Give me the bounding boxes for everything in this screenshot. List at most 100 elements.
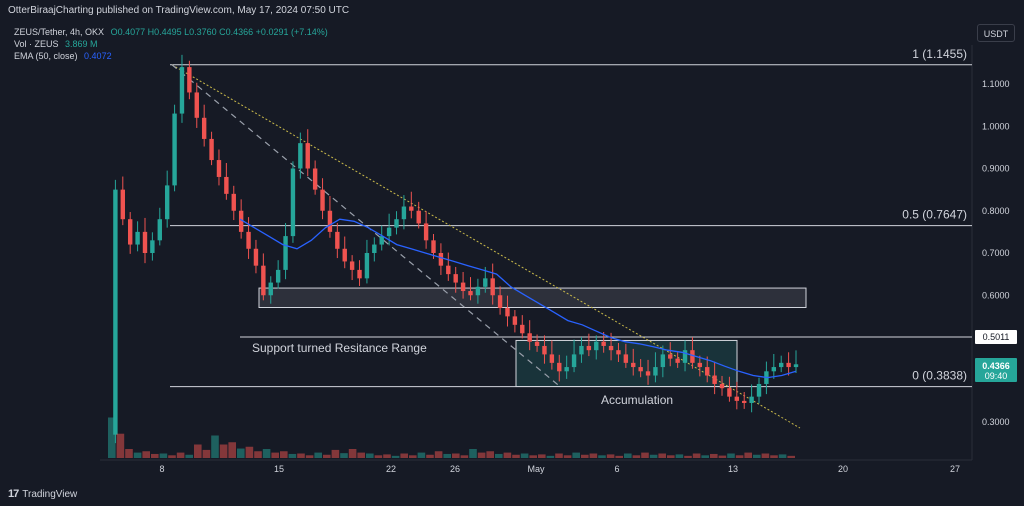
candle-body[interactable] — [549, 354, 555, 363]
candle-body[interactable] — [349, 261, 355, 270]
candle-body[interactable] — [423, 223, 429, 241]
candle-body[interactable] — [623, 354, 629, 363]
candle-body[interactable] — [497, 295, 503, 308]
candle-body[interactable] — [475, 286, 481, 296]
candle-body[interactable] — [534, 341, 540, 346]
candle-body[interactable] — [779, 362, 784, 368]
candle-body[interactable] — [564, 367, 569, 372]
candle-body[interactable] — [645, 371, 651, 376]
candle-body[interactable] — [194, 92, 199, 118]
candle-body[interactable] — [342, 248, 347, 262]
candle-body[interactable] — [379, 236, 384, 245]
candle-body[interactable] — [283, 236, 288, 270]
candle-body[interactable] — [187, 67, 192, 93]
dotted-trendline[interactable] — [171, 64, 801, 429]
candle-body[interactable] — [364, 253, 370, 279]
candle-body[interactable] — [327, 210, 333, 232]
candle-body[interactable] — [734, 396, 740, 401]
candle-body[interactable] — [793, 364, 799, 368]
candle-body[interactable] — [638, 367, 643, 372]
accumulation-zone[interactable] — [515, 339, 738, 388]
candle-body[interactable] — [127, 219, 133, 245]
candle-body[interactable] — [468, 291, 473, 296]
candle-body[interactable] — [268, 282, 273, 296]
candle-body[interactable] — [653, 367, 658, 376]
candle-body[interactable] — [113, 189, 118, 435]
candle-body[interactable] — [601, 341, 606, 346]
candle-body[interactable] — [275, 269, 281, 283]
candle-body[interactable] — [231, 193, 236, 211]
tradingview-logo-icon[interactable]: 17 — [8, 488, 19, 500]
resistance-zone[interactable] — [258, 287, 807, 309]
candle-body[interactable] — [172, 113, 177, 186]
candle-body[interactable] — [209, 138, 214, 161]
candle-body[interactable] — [771, 367, 777, 372]
candle-body[interactable] — [460, 282, 466, 292]
candle-body[interactable] — [290, 168, 296, 237]
candle-body[interactable] — [179, 67, 185, 114]
ema-label[interactable]: EMA (50, close) — [14, 51, 78, 61]
candle-body[interactable] — [238, 210, 244, 232]
candle-body[interactable] — [357, 269, 362, 279]
candle-body[interactable] — [216, 160, 222, 177]
candle-body[interactable] — [668, 354, 673, 359]
candle-body[interactable] — [682, 350, 688, 363]
candle-body[interactable] — [616, 350, 621, 355]
candle-body[interactable] — [438, 253, 444, 266]
symbol-label[interactable]: ZEUS/Tether, 4h, OKX — [14, 27, 105, 37]
candle-body[interactable] — [520, 324, 525, 334]
candle-body[interactable] — [786, 362, 791, 368]
candle-body[interactable] — [712, 375, 717, 384]
candle-body[interactable] — [416, 210, 421, 224]
currency-button[interactable]: USDT — [977, 24, 1015, 42]
candle-body[interactable] — [660, 354, 666, 368]
candle-body[interactable] — [505, 307, 510, 317]
candle-body[interactable] — [253, 248, 259, 266]
candle-body[interactable] — [675, 358, 680, 363]
candle-body[interactable] — [201, 117, 207, 139]
candle-body[interactable] — [150, 240, 155, 253]
candle-body[interactable] — [571, 354, 577, 368]
dashed-trendline[interactable] — [171, 64, 561, 387]
candle-body[interactable] — [135, 231, 140, 245]
candle-body[interactable] — [164, 185, 170, 220]
candle-body[interactable] — [224, 176, 229, 194]
ema-line[interactable] — [239, 218, 797, 379]
candle-body[interactable] — [298, 143, 303, 169]
candle-body[interactable] — [631, 362, 636, 368]
candle-body[interactable] — [527, 333, 532, 342]
candle-body[interactable] — [697, 362, 703, 368]
candle-body[interactable] — [512, 316, 518, 325]
candle-body[interactable] — [312, 168, 318, 190]
candle-body[interactable] — [261, 265, 266, 296]
candle-body[interactable] — [335, 231, 340, 249]
candle-body[interactable] — [579, 345, 584, 355]
candle-body[interactable] — [586, 345, 592, 351]
candle-body[interactable] — [742, 400, 747, 403]
candle-body[interactable] — [246, 231, 251, 249]
candle-body[interactable] — [372, 244, 377, 253]
candle-body[interactable] — [756, 383, 762, 397]
candle-body[interactable] — [594, 341, 599, 351]
candle-body[interactable] — [409, 206, 414, 211]
candle-body[interactable] — [431, 240, 436, 253]
candle-body[interactable] — [483, 278, 488, 287]
candle-body[interactable] — [705, 367, 710, 376]
candle-body[interactable] — [749, 396, 754, 403]
volume-label[interactable]: Vol · ZEUS — [14, 39, 59, 49]
candle-body[interactable] — [401, 206, 407, 220]
candle-body[interactable] — [305, 143, 310, 169]
tradingview-brand[interactable]: TradingView — [22, 488, 78, 500]
candle-body[interactable] — [142, 231, 148, 253]
candle-body[interactable] — [157, 219, 162, 241]
candle-body[interactable] — [542, 345, 547, 355]
candle-body[interactable] — [386, 227, 392, 237]
candle-body[interactable] — [727, 388, 732, 397]
candle-body[interactable] — [719, 383, 725, 389]
candle-body[interactable] — [608, 345, 614, 351]
candle-body[interactable] — [394, 219, 399, 228]
candle-body[interactable] — [446, 265, 451, 275]
candle-body[interactable] — [690, 350, 695, 363]
candle-body[interactable] — [120, 189, 125, 220]
